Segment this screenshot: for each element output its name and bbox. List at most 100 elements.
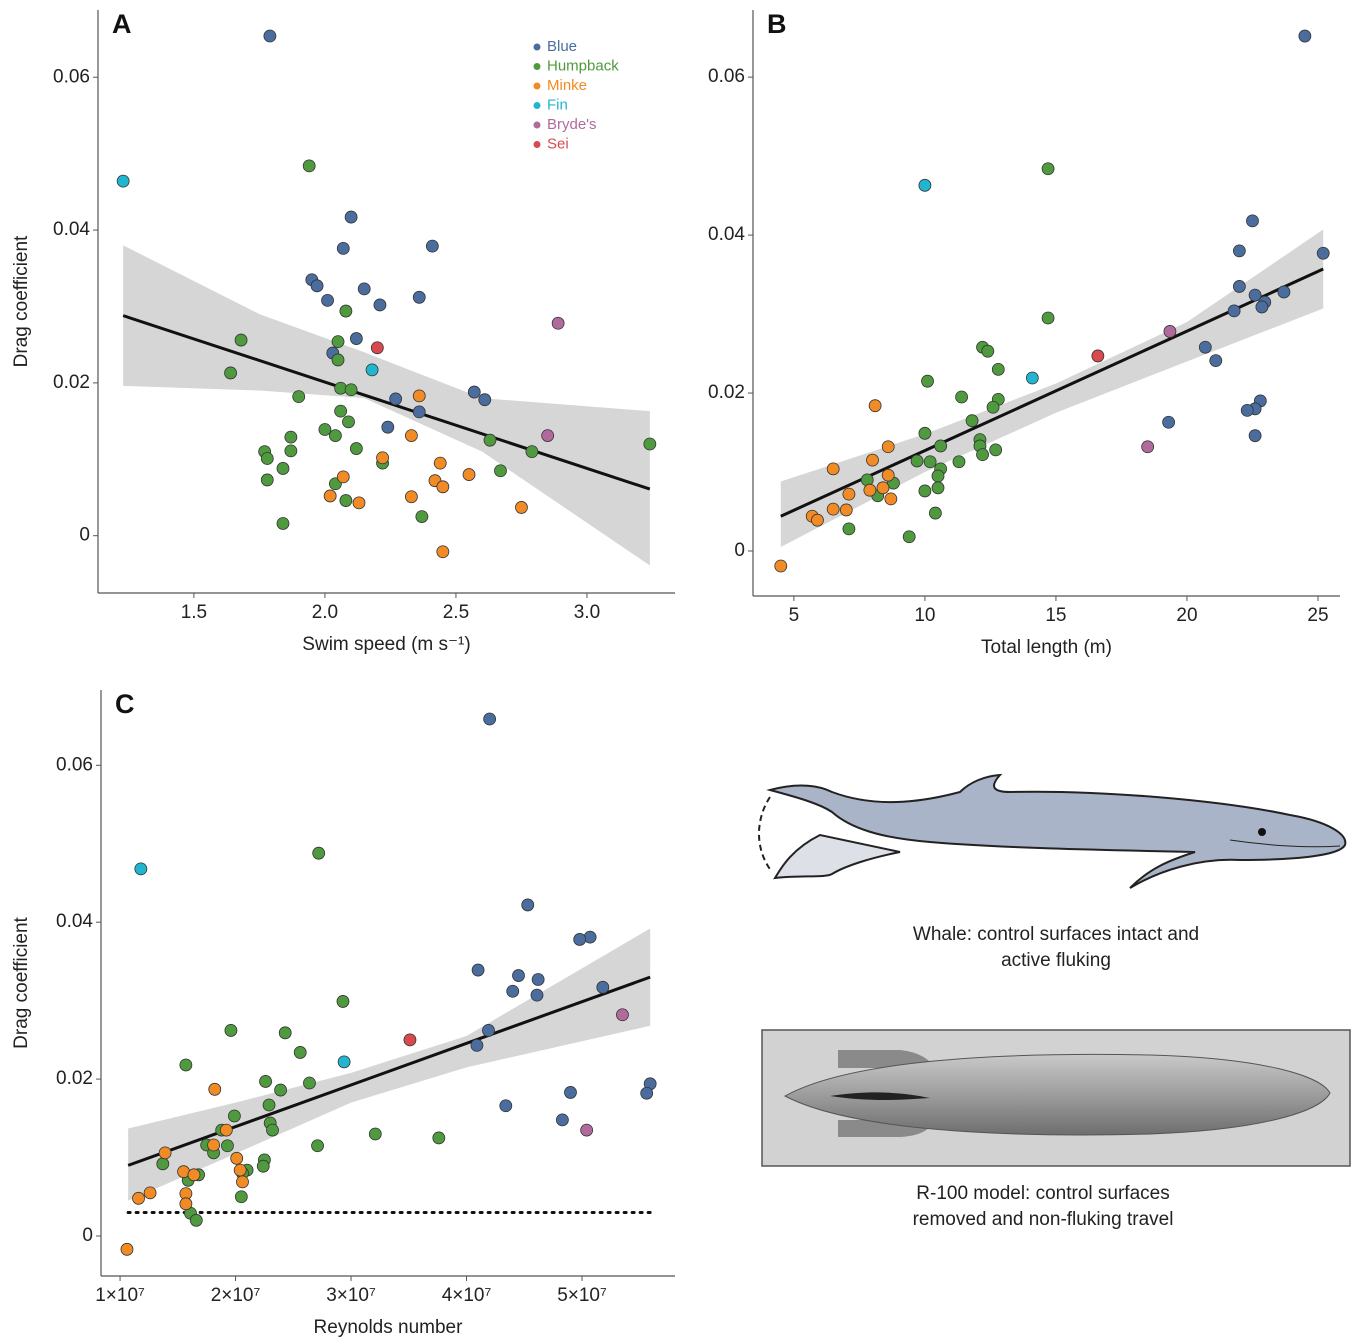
data-point <box>179 1197 193 1211</box>
data-point <box>640 1086 654 1100</box>
data-point <box>499 1099 513 1113</box>
data-point <box>616 1008 629 1022</box>
y-tick-label: 0 <box>79 525 90 546</box>
data-point <box>134 862 148 876</box>
data-point <box>580 1123 594 1137</box>
data-point <box>521 898 535 912</box>
data-point <box>376 451 389 465</box>
data-point <box>312 846 326 860</box>
data-point <box>868 399 882 413</box>
data-point <box>530 988 544 1002</box>
data-point <box>811 513 824 527</box>
data-point <box>293 1046 307 1059</box>
data-point <box>512 969 525 982</box>
x-tick-label: 2.0 <box>312 602 338 623</box>
illustration-caption: active fluking <box>1001 950 1111 971</box>
data-point <box>331 353 345 367</box>
data-point <box>842 487 856 501</box>
x-tick-label: 25 <box>1307 605 1328 626</box>
data-point <box>120 1242 134 1256</box>
scatter-panel: 0 0.02 0.04 0.06 5 10 15 20 25 Total length (m) B <box>708 9 1340 658</box>
data-point <box>132 1191 145 1205</box>
data-point <box>368 1127 382 1141</box>
data-point <box>352 496 366 510</box>
data-point <box>276 462 290 475</box>
data-point <box>323 489 337 503</box>
y-tick-label: 0 <box>82 1225 93 1246</box>
data-point <box>311 1139 324 1153</box>
data-point <box>1240 404 1254 417</box>
data-point <box>219 1123 233 1137</box>
data-point <box>1141 440 1155 454</box>
data-point <box>339 304 353 318</box>
data-point <box>1091 349 1105 363</box>
data-point <box>531 973 545 986</box>
data-point <box>1255 300 1269 314</box>
x-tick-label: 1×10⁷ <box>95 1285 145 1306</box>
data-point <box>389 392 403 406</box>
data-point <box>583 930 597 944</box>
data-point <box>506 984 520 998</box>
data-point <box>329 429 342 442</box>
data-point <box>187 1168 201 1182</box>
data-point <box>336 995 350 1008</box>
data-point <box>179 1058 193 1072</box>
data-point <box>415 510 429 523</box>
y-tick-label: 0 <box>734 540 745 561</box>
data-point <box>436 480 450 494</box>
data-point <box>923 455 937 469</box>
data-point <box>349 442 363 455</box>
data-point <box>842 522 856 536</box>
data-point <box>373 298 387 312</box>
data-point <box>931 469 945 483</box>
data-point <box>156 1157 170 1171</box>
data-point <box>471 963 485 977</box>
data-point <box>339 494 353 507</box>
data-point <box>1246 214 1259 228</box>
legend-label: Sei <box>547 135 569 152</box>
data-point <box>260 473 274 487</box>
legend-label: Bryde's <box>547 116 597 133</box>
panel-label: A <box>112 9 132 39</box>
data-point <box>224 366 237 380</box>
data-point <box>344 383 358 397</box>
x-tick-label: 10 <box>914 605 935 626</box>
data-point <box>412 405 426 419</box>
data-point <box>404 429 418 442</box>
data-point <box>274 1083 287 1097</box>
data-point <box>349 332 363 345</box>
data-point <box>334 404 348 418</box>
data-point <box>276 517 290 530</box>
data-point <box>1227 304 1241 318</box>
legend-marker <box>533 141 541 148</box>
data-point <box>482 1024 495 1037</box>
x-tick-label: 5×10⁷ <box>557 1285 607 1306</box>
data-point <box>483 433 497 447</box>
panel-label: C <box>115 689 135 719</box>
data-point <box>230 1151 244 1165</box>
data-point <box>303 1076 316 1090</box>
data-point <box>412 290 426 304</box>
x-tick-label: 20 <box>1176 605 1197 626</box>
data-point <box>1277 285 1291 299</box>
data-point <box>116 174 130 188</box>
data-point <box>910 454 924 468</box>
data-point <box>365 363 379 377</box>
data-point <box>208 1082 222 1096</box>
regression-line <box>122 314 651 491</box>
data-point <box>412 389 426 403</box>
data-point <box>260 452 274 465</box>
data-point <box>1163 325 1177 338</box>
data-point <box>233 1163 247 1177</box>
data-point <box>470 1038 484 1052</box>
x-tick-label: 2.5 <box>443 602 469 623</box>
data-point <box>1232 244 1246 258</box>
data-point <box>278 1026 292 1040</box>
data-point <box>876 481 890 495</box>
data-point <box>224 1024 238 1037</box>
y-tick-label: 0.06 <box>56 754 93 775</box>
data-point <box>221 1139 234 1153</box>
data-point <box>918 426 932 440</box>
panel-label: B <box>767 9 787 39</box>
